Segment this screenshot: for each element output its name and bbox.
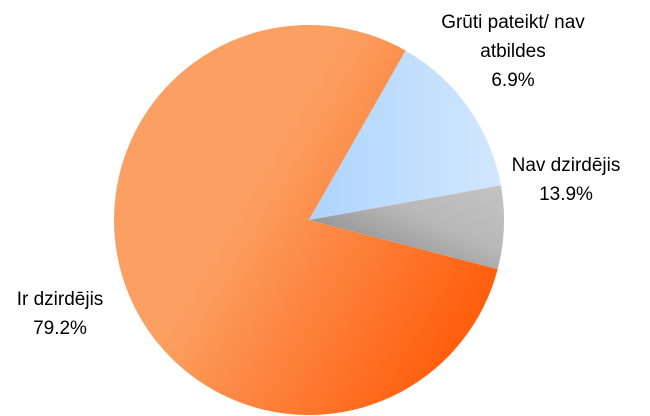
pie-slice xyxy=(113,24,498,415)
slice-label: Grūti pateikt/ nav atbildes xyxy=(441,12,585,62)
slice-label: Ir dzirdējis xyxy=(16,289,104,310)
slice-value: 79.2% xyxy=(33,318,87,339)
slice-value: 6.9% xyxy=(491,70,535,91)
slice-label: Nav dzirdējis xyxy=(511,155,621,176)
pie-slice xyxy=(309,50,501,220)
pie-slice xyxy=(309,185,504,270)
slice-value: 13.9% xyxy=(539,184,593,205)
